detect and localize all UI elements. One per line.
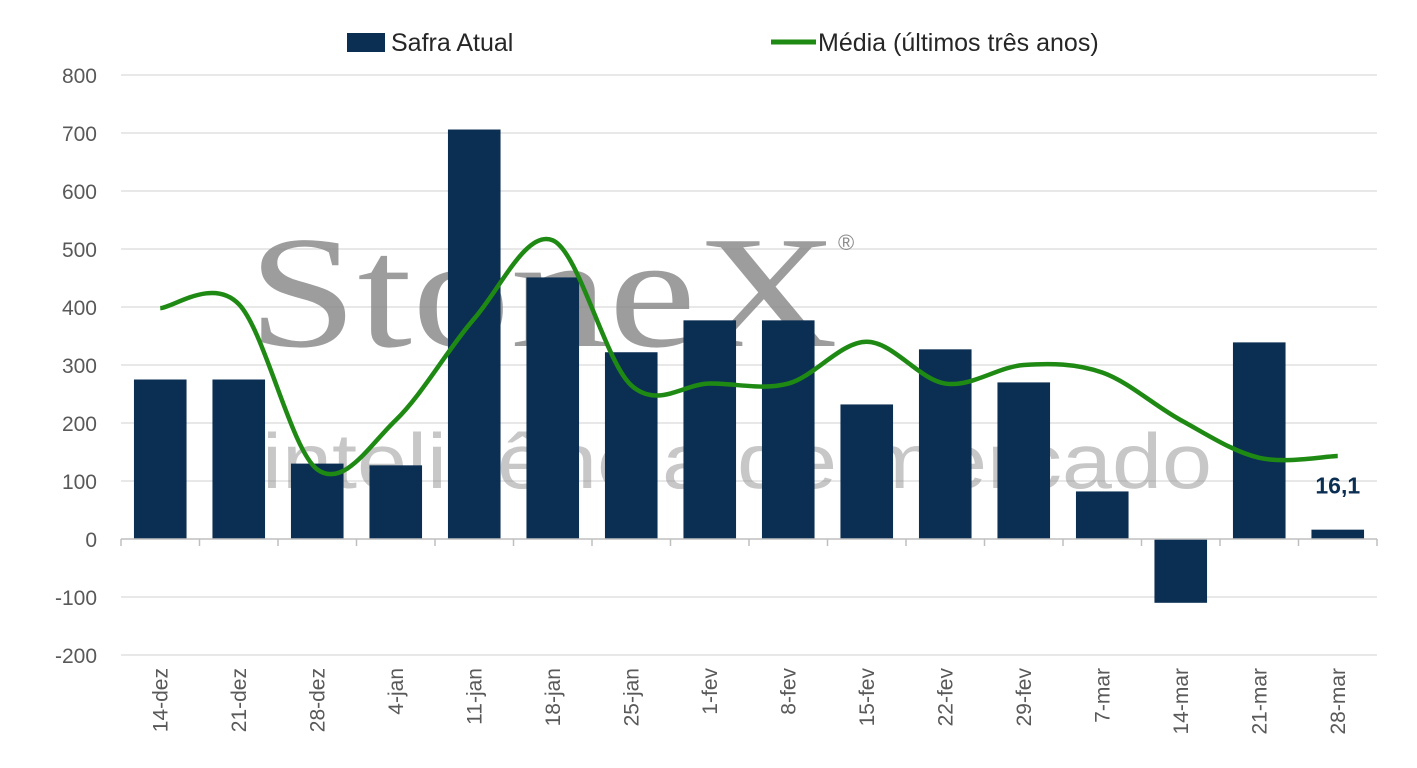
legend-label-safra-atual: Safra Atual [391, 29, 513, 57]
x-tick-label: 21-dez [228, 668, 251, 732]
bar-15-fev [840, 404, 894, 539]
x-tick-label: 8-fev [777, 668, 800, 715]
bar-14-dez [133, 379, 187, 539]
bar-21-dez [212, 379, 266, 539]
bar-series-safra-atual [133, 129, 1365, 603]
y-tick-label: 400 [62, 297, 97, 320]
bar-7-mar [1075, 491, 1129, 539]
bar-25-jan [604, 352, 658, 539]
y-tick-label: 100 [62, 471, 97, 494]
bar-14-mar [1154, 539, 1208, 603]
data-labels: 16,1 [1315, 473, 1360, 499]
bar-28-mar [1311, 529, 1365, 539]
y-tick-label: 700 [62, 123, 97, 146]
x-tick-label: 14-dez [149, 668, 172, 732]
legend-label-media: Média (últimos três anos) [818, 29, 1099, 57]
gridlines [121, 74, 1377, 656]
x-axis-ticks: 14-dez 21-dez 28-dez 4-jan 11-jan 18-jan 25-ja… [149, 668, 1350, 735]
x-tick-label: 25-jan [620, 668, 643, 726]
bar-18-jan [526, 277, 580, 539]
media-line [159, 236, 1338, 477]
x-tick-label: 22-fev [934, 668, 957, 727]
bar-8-fev [761, 320, 815, 539]
x-tick-label: 7-mar [1091, 668, 1114, 723]
bar-28-dez [290, 463, 344, 539]
x-tick-label: 18-jan [542, 668, 565, 726]
y-tick-label: 800 [62, 65, 97, 88]
y-tick-label: 600 [62, 181, 97, 204]
legend: Safra Atual Média (últimos três anos) [347, 29, 1099, 57]
bar-4-jan [369, 465, 423, 539]
y-tick-label: 0 [85, 529, 97, 552]
x-tick-label: 1-fev [699, 668, 722, 715]
bar-21-mar [1232, 342, 1286, 539]
x-tick-label: 15-fev [856, 668, 879, 727]
y-tick-label: -200 [55, 645, 97, 668]
x-tick-label: 28-mar [1327, 668, 1350, 735]
x-tick-label: 4-jan [385, 668, 408, 715]
x-tick-label: 29-fev [1013, 668, 1036, 727]
bar-29-fev [997, 382, 1051, 539]
watermark-registered-mark: ® [838, 230, 854, 255]
data-label: 16,1 [1315, 473, 1360, 499]
bar-1-fev [683, 320, 737, 539]
y-tick-label: 500 [62, 239, 97, 262]
y-tick-label: 300 [62, 355, 97, 378]
bar-11-jan [447, 129, 501, 539]
x-tick-label: 28-dez [306, 668, 329, 732]
y-tick-label: 200 [62, 413, 97, 436]
x-axis-line [120, 538, 1378, 546]
y-axis-ticks: 800 700 600 500 400 300 200 100 0 -100 -200 [55, 65, 97, 668]
y-tick-label: -100 [55, 587, 97, 610]
legend-swatch-safra-atual [347, 33, 385, 52]
x-tick-label: 11-jan [463, 668, 486, 725]
x-tick-label: 21-mar [1248, 668, 1271, 735]
line-series-media [159, 236, 1338, 477]
x-tick-label: 14-mar [1170, 668, 1193, 735]
